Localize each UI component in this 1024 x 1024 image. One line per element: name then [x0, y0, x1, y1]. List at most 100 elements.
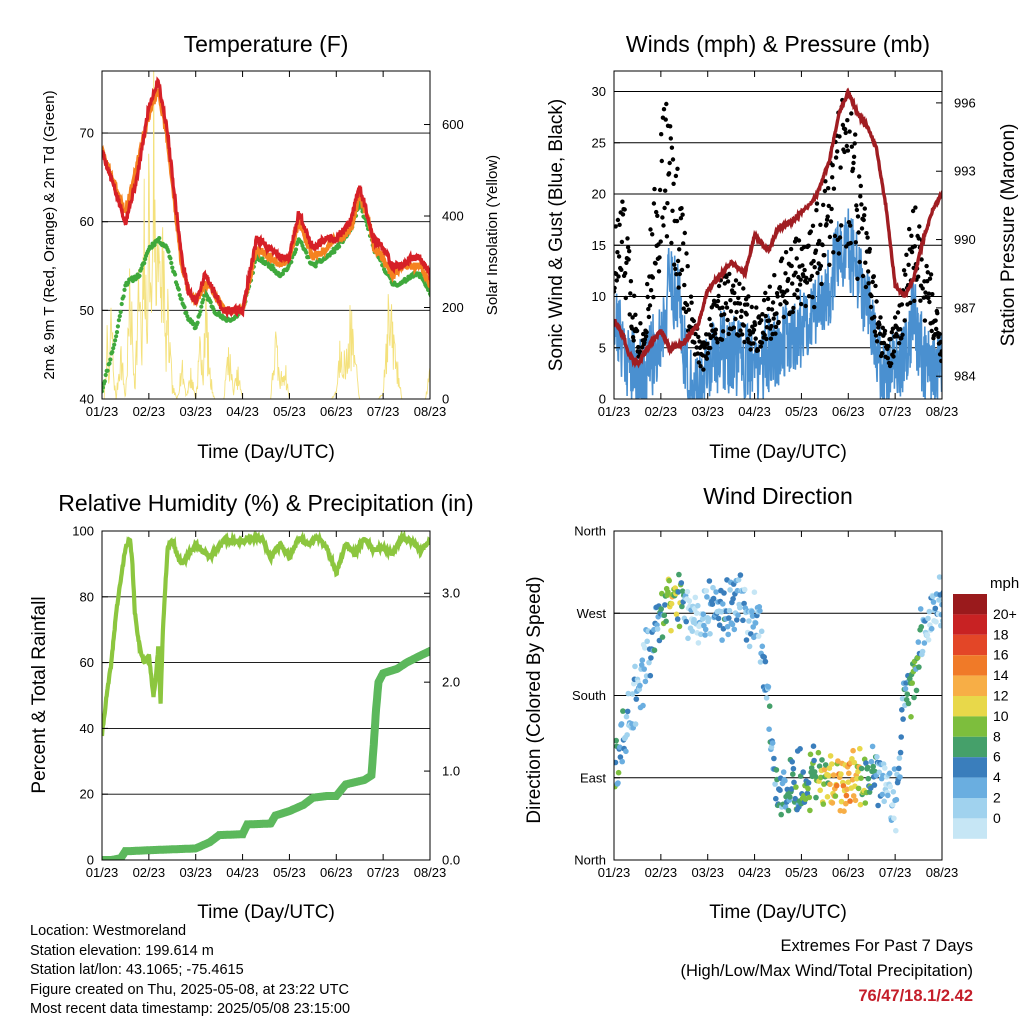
- y-tick-label: 50: [80, 303, 94, 318]
- direction-point: [743, 637, 750, 643]
- direction-point: [737, 572, 744, 578]
- gust-point: [740, 332, 745, 337]
- gust-point: [922, 318, 928, 323]
- direction-point: [909, 680, 915, 686]
- direction-point: [857, 745, 863, 752]
- gust-point: [849, 111, 854, 116]
- gust-point: [837, 134, 842, 139]
- y-tick-label: 30: [592, 84, 606, 99]
- direction-point: [911, 694, 917, 701]
- direction-point: [885, 792, 891, 799]
- gust-point: [643, 334, 649, 339]
- gust-point: [942, 349, 946, 353]
- gust-point: [676, 285, 681, 290]
- direction-point: [698, 631, 704, 638]
- gust-point: [660, 215, 665, 220]
- direction-point: [850, 747, 856, 754]
- direction-point: [797, 746, 803, 752]
- gust-point: [977, 251, 981, 255]
- gust-point: [627, 312, 632, 317]
- direction-point: [868, 758, 875, 765]
- gust-point: [761, 298, 767, 303]
- gust-point: [891, 349, 897, 354]
- direction-point: [624, 708, 631, 715]
- dewpoint-point: [185, 314, 190, 319]
- gust-point: [808, 277, 813, 282]
- gust-point: [624, 260, 629, 265]
- y-tick-label-right: 987: [954, 300, 976, 315]
- gust-point: [827, 234, 833, 240]
- direction-point: [930, 599, 937, 605]
- gust-point: [872, 329, 878, 334]
- direction-point: [805, 780, 812, 786]
- gust-point: [944, 316, 948, 320]
- colorbar-label: 16: [993, 647, 1009, 663]
- dewpoint-point: [455, 327, 459, 331]
- direction-point: [946, 608, 952, 614]
- direction-point: [905, 700, 912, 707]
- direction-point: [838, 798, 845, 805]
- gust-point: [771, 316, 776, 321]
- humidity-title: Relative Humidity (%) & Precipitation (i…: [58, 490, 473, 516]
- direction-point: [661, 612, 668, 619]
- x-tick-label: 01/23: [598, 404, 631, 419]
- colorbar-swatch: [953, 757, 987, 778]
- info-elevation: Station elevation: 199.614 m: [30, 942, 214, 959]
- gust-point: [738, 314, 744, 319]
- direction-point: [766, 726, 772, 732]
- gust-point: [651, 201, 657, 206]
- direction-point: [947, 590, 953, 596]
- direction-point: [975, 585, 981, 591]
- colorbar-label: 20+: [993, 606, 1017, 622]
- gust-point: [902, 318, 907, 323]
- direction-point: [936, 597, 942, 603]
- gust-point: [986, 226, 990, 230]
- gust-point: [695, 351, 700, 356]
- winds-panel: Winds (mph) & Pressure (mb) 01/23 02/23 03…: [546, 31, 1019, 463]
- direction-point: [797, 773, 804, 779]
- direction-point: [857, 801, 864, 808]
- dewpoint-point: [435, 311, 439, 315]
- gust-point: [912, 244, 917, 249]
- direction-point: [735, 612, 741, 618]
- gust-point: [678, 216, 684, 221]
- gust-point: [630, 315, 635, 320]
- gust-point: [830, 175, 835, 180]
- direction-point: [619, 758, 625, 765]
- dewpoint-point: [110, 350, 115, 355]
- x-tick-label: 05/23: [785, 404, 818, 419]
- gust-point: [925, 279, 930, 284]
- gust-point: [748, 347, 753, 352]
- gust-point: [666, 171, 672, 176]
- direction-point: [818, 774, 824, 781]
- y-tick-label: 5: [599, 340, 606, 355]
- gust-point: [848, 223, 853, 228]
- gust-point: [754, 305, 759, 310]
- direction-point: [668, 627, 674, 634]
- gust-point: [916, 274, 921, 279]
- gust-point: [616, 274, 621, 279]
- gust-point: [956, 293, 960, 297]
- gust-point: [731, 325, 736, 330]
- gust-point: [664, 101, 669, 107]
- gust-point: [926, 291, 932, 296]
- direction-point: [668, 600, 675, 607]
- colorbar-label: 18: [993, 626, 1009, 642]
- direction-point: [663, 618, 669, 625]
- winds-ylabel-left: Sonic Wind & Gust (Blue, Black): [546, 99, 567, 371]
- gust-point: [668, 124, 673, 129]
- gust-point: [686, 307, 691, 312]
- gust-point: [903, 272, 908, 277]
- direction-point: [648, 655, 654, 661]
- x-tick-label: 03/23: [691, 404, 724, 419]
- humidity-frame: [101, 530, 431, 861]
- gust-point: [972, 224, 976, 228]
- gust-point: [799, 301, 804, 307]
- gust-point: [692, 340, 697, 345]
- gust-point: [725, 279, 731, 284]
- gust-point: [889, 361, 894, 366]
- gust-point: [873, 333, 879, 338]
- colorbar-label: 0: [993, 810, 1001, 826]
- direction-point: [940, 590, 942, 595]
